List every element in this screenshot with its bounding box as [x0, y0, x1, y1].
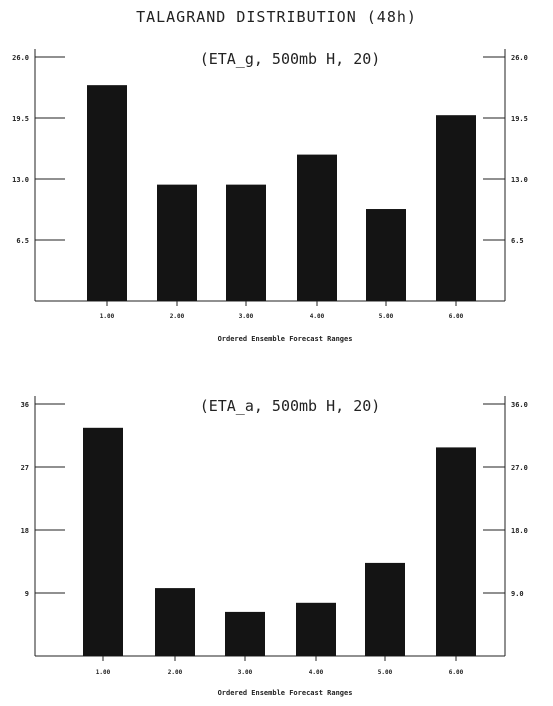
- x-tick-label: 1.00: [96, 669, 111, 676]
- x-tick-label: 6.00: [449, 669, 464, 676]
- bar: [225, 611, 265, 656]
- y-tick-label-left: 9: [25, 590, 29, 598]
- figure-title: TALAGRAND DISTRIBUTION (48h): [136, 8, 417, 26]
- y-tick-label-left: 18: [21, 527, 29, 535]
- x-tick-label: 4.00: [310, 313, 325, 320]
- y-tick-label-right: 13.0: [511, 176, 528, 184]
- y-tick-label-left: 13.0: [12, 176, 29, 184]
- bar: [365, 562, 405, 656]
- x-tick-label: 2.00: [168, 669, 183, 676]
- y-tick-label-right: 27.0: [511, 464, 528, 472]
- bar: [296, 602, 336, 656]
- x-axis-title: Ordered Ensemble Forecast Ranges: [218, 335, 353, 343]
- bar: [436, 115, 476, 301]
- x-tick-label: 3.00: [238, 669, 253, 676]
- y-tick-label-right: 9.0: [511, 590, 524, 598]
- y-tick-label-right: 19.5: [511, 115, 528, 123]
- y-tick-label-right: 18.0: [511, 527, 528, 535]
- y-tick-label-left: 26.0: [12, 54, 29, 62]
- y-tick-label-right: 26.0: [511, 54, 528, 62]
- y-tick-label-left: 36: [21, 401, 29, 409]
- x-tick-label: 2.00: [170, 313, 185, 320]
- y-tick-label-left: 6.5: [16, 237, 29, 245]
- x-tick-label: 5.00: [379, 313, 394, 320]
- bar: [436, 447, 476, 656]
- bar: [83, 427, 123, 656]
- bar: [155, 588, 195, 656]
- bar: [226, 184, 266, 301]
- y-tick-label-right: 6.5: [511, 237, 524, 245]
- bar: [366, 209, 406, 301]
- x-tick-label: 5.00: [378, 669, 393, 676]
- x-tick-label: 6.00: [449, 313, 464, 320]
- bar: [157, 184, 197, 301]
- x-tick-label: 1.00: [100, 313, 115, 320]
- x-axis-title: Ordered Ensemble Forecast Ranges: [218, 689, 353, 697]
- chart-title: (ETA_a, 500mb H, 20): [200, 397, 381, 415]
- y-tick-label-left: 27: [21, 464, 29, 472]
- y-tick-label-left: 19.5: [12, 115, 29, 123]
- chart-title: (ETA_g, 500mb H, 20): [200, 50, 381, 68]
- bar: [87, 85, 127, 302]
- y-tick-label-right: 36.0: [511, 401, 528, 409]
- x-tick-label: 4.00: [309, 669, 324, 676]
- x-tick-label: 3.00: [239, 313, 254, 320]
- bar: [297, 154, 337, 301]
